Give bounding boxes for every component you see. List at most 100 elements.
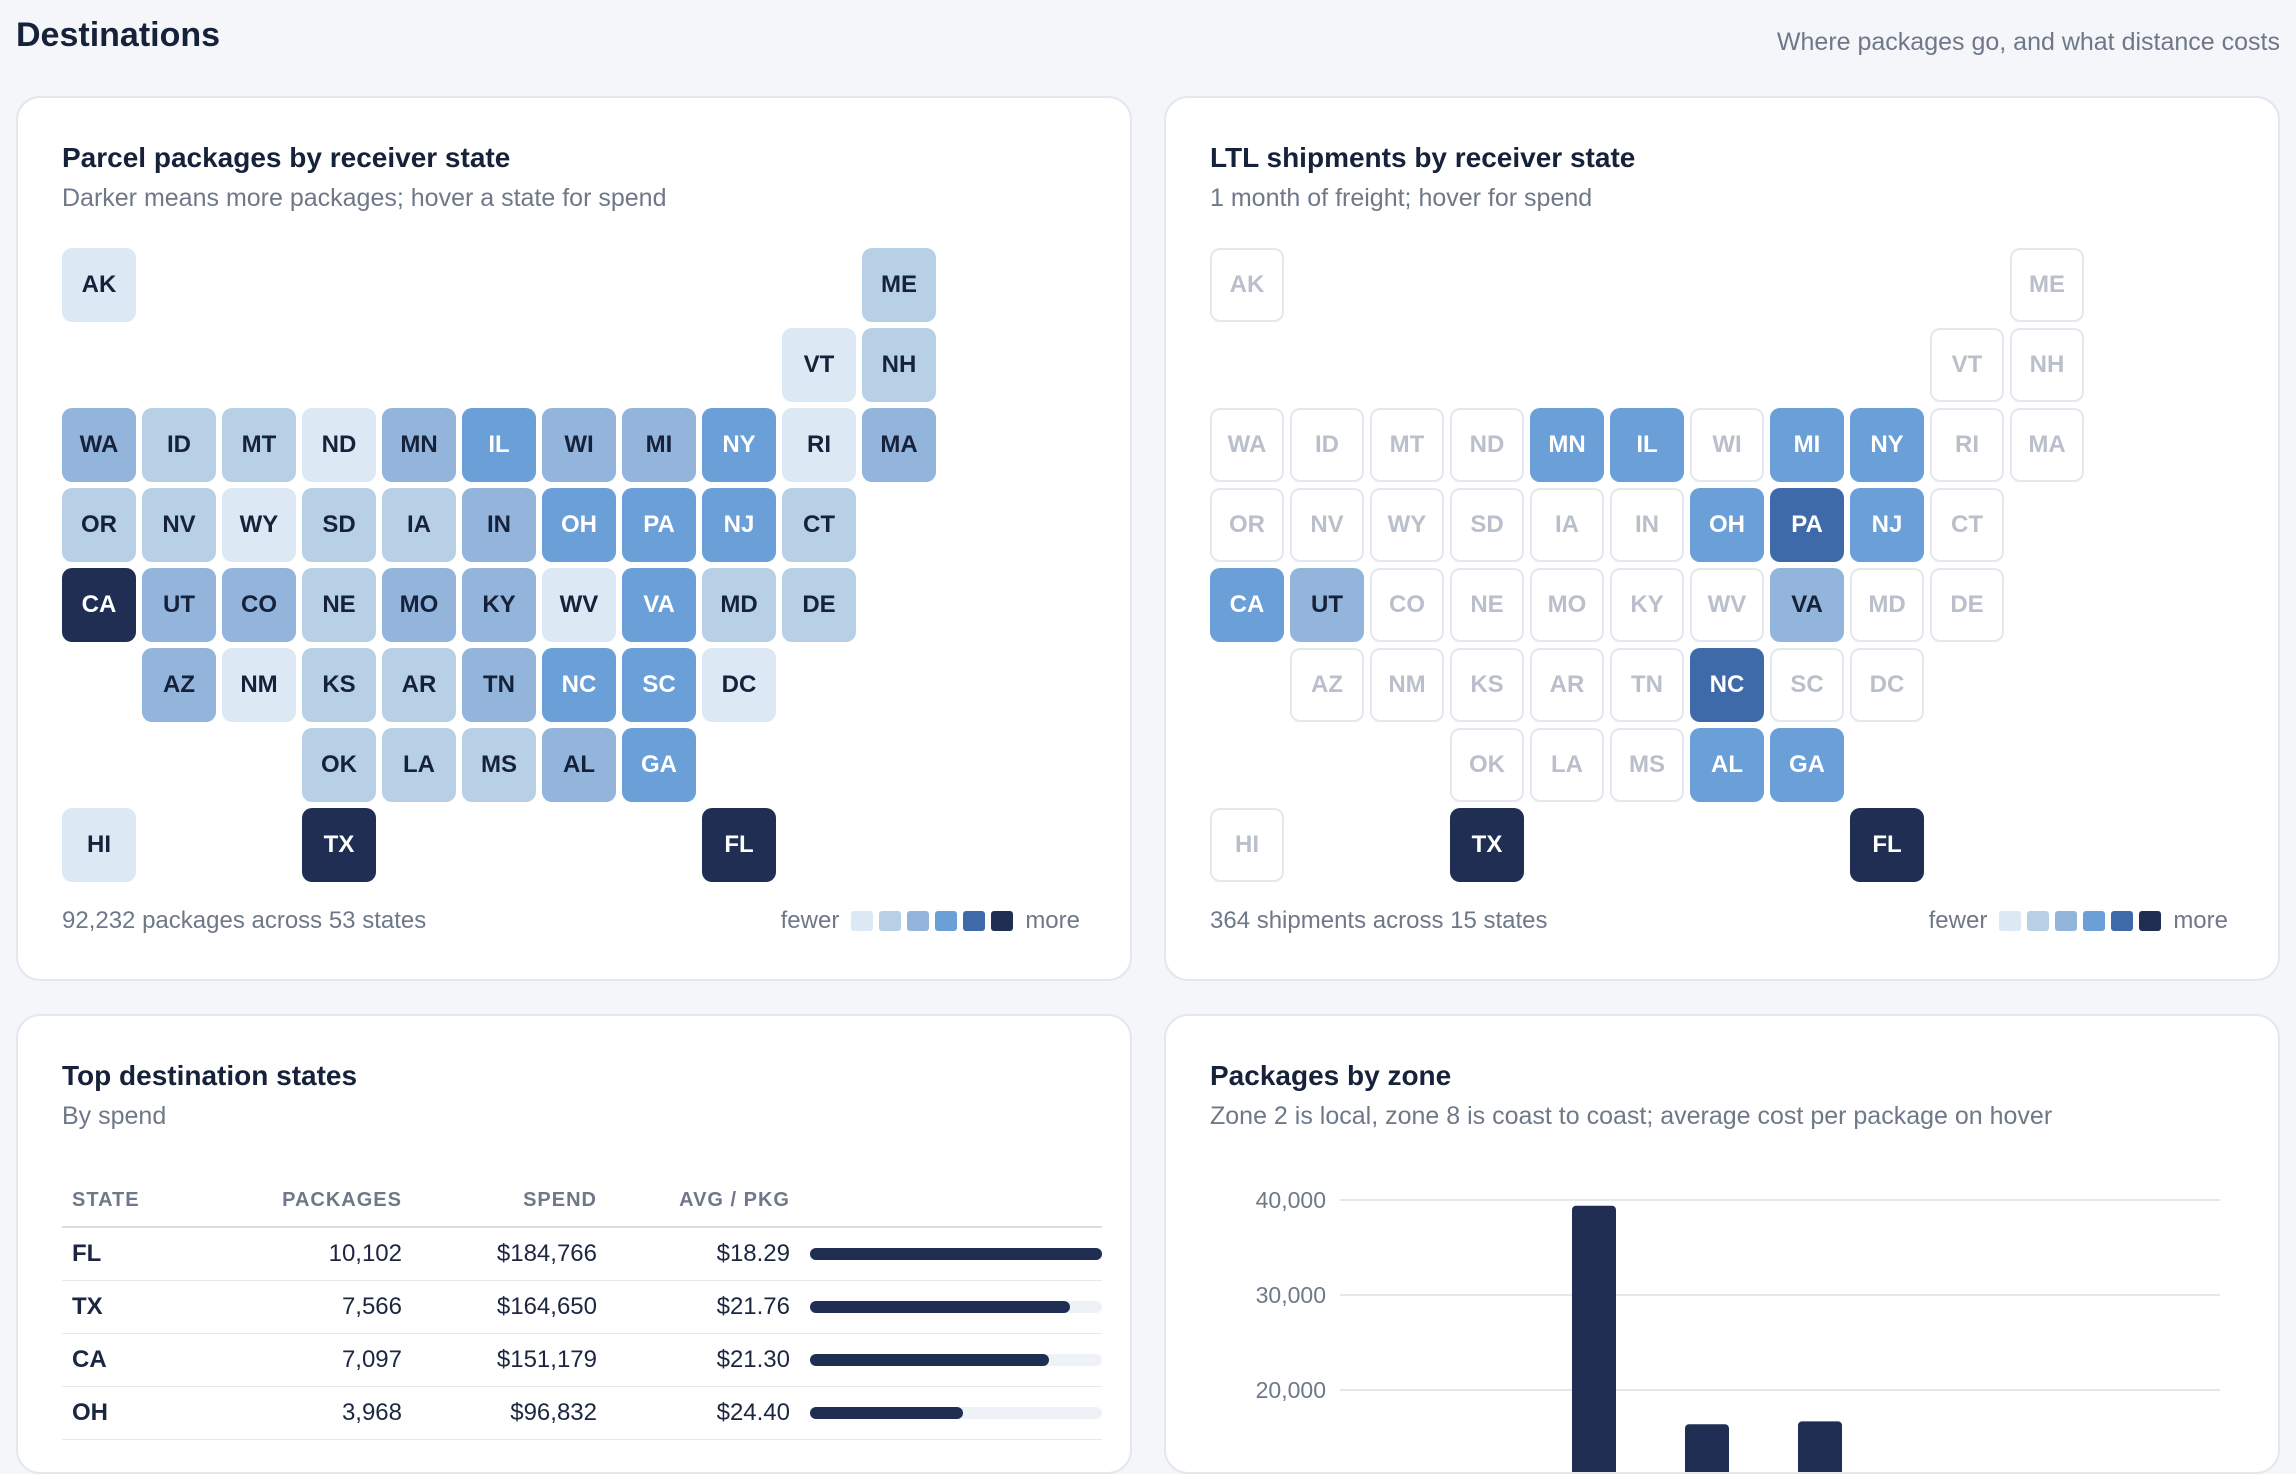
state-tile-mt[interactable]: MT	[222, 408, 296, 482]
state-tile-pa[interactable]: PA	[1770, 488, 1844, 562]
state-tile-ny[interactable]: NY	[1850, 408, 1924, 482]
state-tile-de[interactable]: DE	[782, 568, 856, 642]
state-tile-ri[interactable]: RI	[782, 408, 856, 482]
state-tile-mi[interactable]: MI	[1770, 408, 1844, 482]
state-tile-al[interactable]: AL	[542, 728, 616, 802]
state-tile-ak[interactable]: AK	[1210, 248, 1284, 322]
state-tile-tx[interactable]: TX	[1450, 808, 1524, 882]
state-tile-md[interactable]: MD	[702, 568, 776, 642]
state-tile-wv[interactable]: WV	[542, 568, 616, 642]
state-tile-sc[interactable]: SC	[1770, 648, 1844, 722]
state-tile-sd[interactable]: SD	[1450, 488, 1524, 562]
state-tile-tn[interactable]: TN	[1610, 648, 1684, 722]
state-tile-ok[interactable]: OK	[302, 728, 376, 802]
state-tile-me[interactable]: ME	[862, 248, 936, 322]
state-tile-ks[interactable]: KS	[1450, 648, 1524, 722]
table-row[interactable]: FL 10,102 $184,766 $18.29	[62, 1228, 1102, 1281]
state-tile-ny[interactable]: NY	[702, 408, 776, 482]
state-tile-nd[interactable]: ND	[302, 408, 376, 482]
state-tile-ms[interactable]: MS	[462, 728, 536, 802]
table-row[interactable]: OH 3,968 $96,832 $24.40	[62, 1387, 1102, 1440]
state-tile-nc[interactable]: NC	[542, 648, 616, 722]
zone-bar[interactable]	[1572, 1205, 1616, 1474]
state-tile-az[interactable]: AZ	[1290, 648, 1364, 722]
state-tile-ri[interactable]: RI	[1930, 408, 2004, 482]
state-tile-co[interactable]: CO	[1370, 568, 1444, 642]
state-tile-ar[interactable]: AR	[1530, 648, 1604, 722]
state-tile-vt[interactable]: VT	[1930, 328, 2004, 402]
state-tile-fl[interactable]: FL	[702, 808, 776, 882]
state-tile-ct[interactable]: CT	[782, 488, 856, 562]
state-tile-la[interactable]: LA	[1530, 728, 1604, 802]
state-tile-ne[interactable]: NE	[1450, 568, 1524, 642]
column-header-packages[interactable]: PACKAGES	[282, 1188, 402, 1211]
state-tile-pa[interactable]: PA	[622, 488, 696, 562]
state-tile-il[interactable]: IL	[462, 408, 536, 482]
state-tile-hi[interactable]: HI	[62, 808, 136, 882]
table-row[interactable]: CA 7,097 $151,179 $21.30	[62, 1334, 1102, 1387]
state-tile-or[interactable]: OR	[62, 488, 136, 562]
state-tile-mo[interactable]: MO	[382, 568, 456, 642]
state-tile-wi[interactable]: WI	[1690, 408, 1764, 482]
state-tile-ga[interactable]: GA	[622, 728, 696, 802]
state-tile-ut[interactable]: UT	[142, 568, 216, 642]
state-tile-az[interactable]: AZ	[142, 648, 216, 722]
state-tile-in[interactable]: IN	[1610, 488, 1684, 562]
state-tile-nd[interactable]: ND	[1450, 408, 1524, 482]
state-tile-il[interactable]: IL	[1610, 408, 1684, 482]
state-tile-oh[interactable]: OH	[1690, 488, 1764, 562]
state-tile-mn[interactable]: MN	[382, 408, 456, 482]
state-tile-al[interactable]: AL	[1690, 728, 1764, 802]
state-tile-wi[interactable]: WI	[542, 408, 616, 482]
state-tile-nm[interactable]: NM	[1370, 648, 1444, 722]
state-tile-md[interactable]: MD	[1850, 568, 1924, 642]
state-tile-ky[interactable]: KY	[462, 568, 536, 642]
state-tile-mi[interactable]: MI	[622, 408, 696, 482]
zone-bar[interactable]	[1798, 1421, 1842, 1474]
state-tile-nm[interactable]: NM	[222, 648, 296, 722]
state-tile-ut[interactable]: UT	[1290, 568, 1364, 642]
state-tile-oh[interactable]: OH	[542, 488, 616, 562]
state-tile-nc[interactable]: NC	[1690, 648, 1764, 722]
state-tile-tx[interactable]: TX	[302, 808, 376, 882]
state-tile-or[interactable]: OR	[1210, 488, 1284, 562]
state-tile-va[interactable]: VA	[622, 568, 696, 642]
state-tile-mo[interactable]: MO	[1530, 568, 1604, 642]
state-tile-wa[interactable]: WA	[62, 408, 136, 482]
state-tile-ks[interactable]: KS	[302, 648, 376, 722]
state-tile-wy[interactable]: WY	[222, 488, 296, 562]
state-tile-in[interactable]: IN	[462, 488, 536, 562]
column-header-state[interactable]: STATE	[72, 1188, 140, 1211]
state-tile-nv[interactable]: NV	[1290, 488, 1364, 562]
state-tile-ca[interactable]: CA	[1210, 568, 1284, 642]
state-tile-dc[interactable]: DC	[1850, 648, 1924, 722]
state-tile-tn[interactable]: TN	[462, 648, 536, 722]
state-tile-nj[interactable]: NJ	[702, 488, 776, 562]
state-tile-wv[interactable]: WV	[1690, 568, 1764, 642]
state-tile-ne[interactable]: NE	[302, 568, 376, 642]
state-tile-mt[interactable]: MT	[1370, 408, 1444, 482]
state-tile-ms[interactable]: MS	[1610, 728, 1684, 802]
state-tile-ky[interactable]: KY	[1610, 568, 1684, 642]
state-tile-la[interactable]: LA	[382, 728, 456, 802]
state-tile-ma[interactable]: MA	[2010, 408, 2084, 482]
state-tile-sd[interactable]: SD	[302, 488, 376, 562]
state-tile-fl[interactable]: FL	[1850, 808, 1924, 882]
column-header-avg[interactable]: AVG / PKG	[679, 1188, 790, 1211]
state-tile-wa[interactable]: WA	[1210, 408, 1284, 482]
state-tile-id[interactable]: ID	[1290, 408, 1364, 482]
state-tile-nh[interactable]: NH	[2010, 328, 2084, 402]
state-tile-va[interactable]: VA	[1770, 568, 1844, 642]
state-tile-ia[interactable]: IA	[1530, 488, 1604, 562]
state-tile-ca[interactable]: CA	[62, 568, 136, 642]
state-tile-dc[interactable]: DC	[702, 648, 776, 722]
state-tile-co[interactable]: CO	[222, 568, 296, 642]
state-tile-wy[interactable]: WY	[1370, 488, 1444, 562]
state-tile-hi[interactable]: HI	[1210, 808, 1284, 882]
state-tile-id[interactable]: ID	[142, 408, 216, 482]
state-tile-sc[interactable]: SC	[622, 648, 696, 722]
state-tile-me[interactable]: ME	[2010, 248, 2084, 322]
table-row[interactable]: TX 7,566 $164,650 $21.76	[62, 1281, 1102, 1334]
column-header-spend[interactable]: SPEND	[523, 1188, 597, 1211]
state-tile-mn[interactable]: MN	[1530, 408, 1604, 482]
